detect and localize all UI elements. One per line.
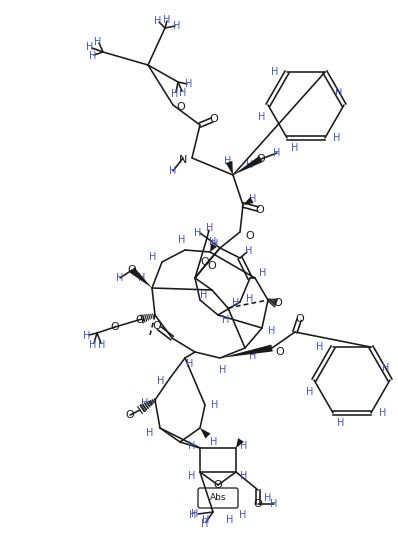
Text: H: H (306, 387, 314, 397)
Text: H: H (219, 365, 227, 375)
FancyBboxPatch shape (198, 488, 238, 508)
Text: H: H (146, 428, 154, 438)
Text: H: H (188, 441, 196, 451)
Text: H: H (239, 510, 247, 520)
Text: H: H (86, 42, 94, 52)
Text: H: H (201, 519, 209, 529)
Text: O: O (257, 154, 265, 164)
Text: H: H (209, 237, 217, 247)
Text: O: O (210, 114, 219, 124)
Polygon shape (130, 267, 152, 288)
Text: H: H (240, 441, 248, 451)
Text: O: O (111, 322, 119, 332)
Polygon shape (243, 197, 254, 205)
Text: H: H (259, 268, 267, 278)
Text: O: O (128, 265, 137, 275)
Text: H: H (116, 273, 124, 283)
Text: O: O (256, 205, 264, 215)
Text: H: H (185, 79, 193, 89)
Text: O: O (246, 231, 254, 241)
Text: H: H (316, 342, 324, 352)
Text: H: H (232, 298, 240, 308)
Polygon shape (236, 438, 244, 448)
Polygon shape (233, 156, 263, 175)
Text: O: O (126, 410, 135, 420)
Text: H: H (149, 252, 157, 262)
Text: H: H (291, 143, 298, 153)
Text: H: H (338, 418, 345, 428)
Text: H: H (382, 363, 390, 373)
Text: H: H (273, 148, 281, 158)
Text: H: H (191, 509, 199, 519)
Text: H: H (188, 471, 196, 481)
Text: H: H (206, 223, 214, 233)
Text: O: O (177, 102, 185, 112)
Text: H: H (264, 493, 272, 503)
Text: H: H (211, 400, 219, 410)
Text: H: H (189, 510, 197, 520)
Text: H: H (202, 515, 210, 525)
Text: H: H (211, 239, 219, 249)
Text: H: H (139, 273, 146, 283)
Text: O: O (136, 315, 144, 325)
Text: H: H (258, 112, 266, 122)
Text: H: H (245, 246, 253, 256)
Polygon shape (226, 161, 233, 175)
Text: H: H (226, 515, 234, 525)
Text: H: H (268, 326, 276, 336)
Text: H: H (94, 37, 101, 47)
Text: H: H (194, 228, 202, 238)
Text: H: H (89, 51, 97, 61)
Text: H: H (163, 15, 171, 25)
Text: H: H (270, 499, 278, 509)
Text: H: H (246, 294, 254, 304)
Text: O: O (208, 261, 217, 271)
Text: O: O (201, 257, 209, 267)
Text: H: H (335, 88, 343, 98)
Text: H: H (186, 359, 194, 369)
Text: O: O (214, 480, 222, 490)
Text: H: H (157, 376, 165, 386)
Text: N: N (179, 155, 187, 165)
Text: H: H (178, 235, 186, 245)
Text: H: H (271, 67, 279, 77)
Polygon shape (210, 243, 217, 252)
Text: H: H (249, 351, 257, 361)
Text: H: H (246, 160, 254, 170)
Text: H: H (173, 21, 181, 31)
Text: O: O (152, 321, 161, 331)
Polygon shape (200, 428, 211, 438)
Text: H: H (200, 290, 208, 300)
Text: H: H (98, 340, 106, 350)
Text: H: H (333, 133, 341, 143)
Text: H: H (169, 166, 177, 176)
Text: O: O (254, 499, 262, 509)
Text: H: H (171, 89, 179, 99)
Text: H: H (224, 156, 232, 166)
Text: H: H (83, 331, 91, 341)
Text: H: H (222, 315, 230, 325)
Text: H: H (210, 437, 218, 447)
Polygon shape (220, 344, 273, 358)
Text: H: H (141, 398, 149, 408)
Text: O: O (276, 347, 285, 357)
Text: H: H (154, 16, 162, 26)
Text: H: H (240, 471, 248, 481)
Text: H: H (89, 340, 97, 350)
Text: Abs: Abs (210, 493, 226, 502)
Text: H: H (249, 194, 257, 204)
Text: O: O (274, 298, 282, 308)
Text: H: H (379, 408, 387, 418)
Text: O: O (296, 314, 304, 324)
Text: H: H (179, 88, 187, 98)
